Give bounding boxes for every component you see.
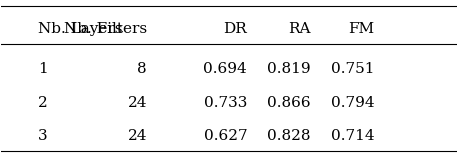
Text: 1: 1 (38, 62, 48, 76)
Text: 0.866: 0.866 (267, 96, 311, 110)
Text: 24: 24 (128, 96, 147, 110)
Text: RA: RA (289, 22, 311, 36)
Text: FM: FM (349, 22, 375, 36)
Text: DR: DR (224, 22, 247, 36)
Text: 2: 2 (38, 96, 48, 110)
Text: 0.751: 0.751 (331, 62, 375, 76)
Text: Nb. Layers: Nb. Layers (38, 22, 122, 36)
Text: 0.794: 0.794 (331, 96, 375, 110)
Text: 24: 24 (128, 129, 147, 143)
Text: 0.627: 0.627 (204, 129, 247, 143)
Text: 8: 8 (137, 62, 147, 76)
Text: 0.819: 0.819 (267, 62, 311, 76)
Text: 0.694: 0.694 (203, 62, 247, 76)
Text: 0.828: 0.828 (267, 129, 311, 143)
Text: Nb. Filters: Nb. Filters (64, 22, 147, 36)
Text: 3: 3 (38, 129, 48, 143)
Text: 0.714: 0.714 (331, 129, 375, 143)
Text: 0.733: 0.733 (204, 96, 247, 110)
